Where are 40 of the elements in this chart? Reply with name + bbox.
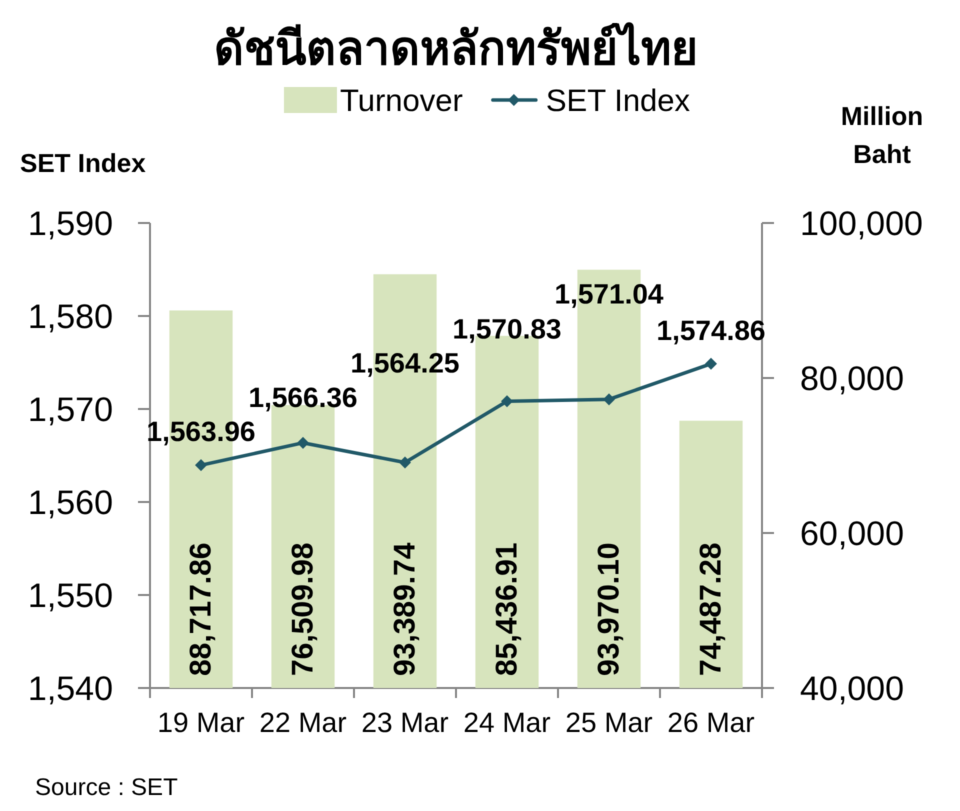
- y2-tick-label: 80,000: [800, 360, 904, 398]
- data-label: 93,389.74: [388, 542, 422, 676]
- chart-title: ดัชนีตลาดหลักทรัพย์ไทย: [214, 22, 698, 74]
- y-tick-label: 1,550: [28, 577, 113, 615]
- x-tick-label: 22 Mar: [259, 707, 347, 738]
- point: [501, 395, 513, 408]
- data-label: 76,509.98: [286, 542, 320, 676]
- data-label: 1,564.25: [350, 347, 460, 378]
- x-tick-label: 25 Mar: [565, 707, 653, 738]
- x-tick-label: 24 Mar: [463, 707, 551, 738]
- data-label: 93,970.10: [592, 542, 626, 676]
- y-tick-label: 1,590: [28, 205, 113, 243]
- source-note: Source : SET: [35, 774, 178, 801]
- x-tick-label: 19 Mar: [157, 707, 245, 738]
- data-label: 85,436.91: [490, 542, 524, 676]
- data-label: 1,563.96: [146, 416, 256, 448]
- y-tick-label: 1,570: [28, 391, 113, 429]
- x-tick-label: 26 Mar: [667, 707, 755, 738]
- y2-axis-title: Million Baht: [840, 101, 924, 169]
- legend-label: SET Index: [546, 83, 691, 118]
- y-tick-label: 1,540: [28, 670, 113, 708]
- data-label: 74,487.28: [694, 542, 728, 676]
- y-tick-label: 1,580: [28, 298, 113, 336]
- y-axis-title: SET Index: [20, 148, 146, 178]
- data-label: 1,574.86: [656, 314, 766, 346]
- y2-tick-label: 100,000: [800, 205, 923, 243]
- point: [297, 436, 309, 449]
- data-label: 1,566.36: [248, 382, 358, 413]
- point: [705, 358, 717, 370]
- y-tick-label: 1,560: [28, 484, 113, 522]
- data-label: 1,570.83: [452, 313, 562, 344]
- point: [603, 393, 615, 406]
- data-label: 88,717.86: [184, 542, 218, 676]
- y2-tick-label: 60,000: [800, 515, 904, 553]
- x-tick-label: 23 Mar: [361, 707, 449, 738]
- y2-tick-label: 40,000: [800, 670, 904, 708]
- point: [195, 459, 207, 472]
- data-label: 1,571.04: [554, 278, 664, 310]
- point: [399, 456, 411, 468]
- legend-label: Turnover: [340, 83, 463, 118]
